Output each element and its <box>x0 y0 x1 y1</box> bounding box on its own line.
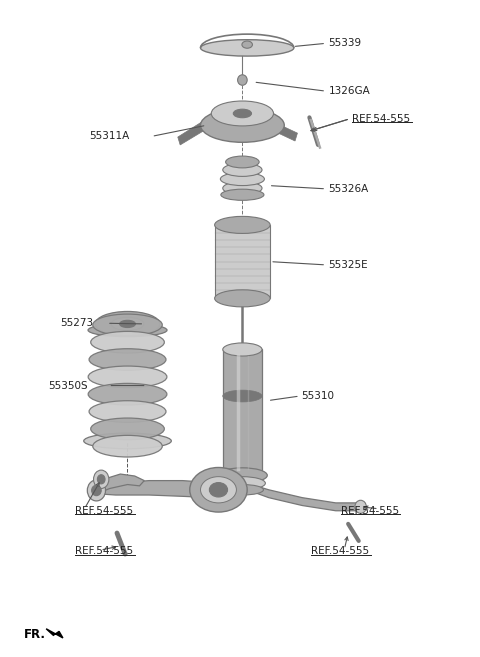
Ellipse shape <box>226 156 259 168</box>
Ellipse shape <box>215 290 270 307</box>
Text: 55310: 55310 <box>301 391 334 401</box>
Ellipse shape <box>223 164 262 176</box>
Text: 55325E: 55325E <box>328 260 368 270</box>
Ellipse shape <box>355 500 366 513</box>
Polygon shape <box>46 629 63 638</box>
Polygon shape <box>247 484 360 510</box>
Ellipse shape <box>190 468 247 512</box>
Polygon shape <box>215 225 270 298</box>
Text: REF.54-555: REF.54-555 <box>340 506 398 516</box>
Text: 1326GA: 1326GA <box>328 86 370 96</box>
Text: REF.54-555: REF.54-555 <box>75 547 133 556</box>
Ellipse shape <box>93 436 162 457</box>
Text: REF.54-555: REF.54-555 <box>75 506 133 516</box>
Polygon shape <box>96 474 144 493</box>
Ellipse shape <box>95 311 160 336</box>
Ellipse shape <box>211 101 274 126</box>
Ellipse shape <box>94 470 109 488</box>
Ellipse shape <box>209 483 228 497</box>
Ellipse shape <box>92 485 101 495</box>
Text: REF.54-555: REF.54-555 <box>311 547 369 556</box>
Ellipse shape <box>233 109 252 118</box>
Polygon shape <box>96 481 249 497</box>
Ellipse shape <box>89 401 166 422</box>
Ellipse shape <box>221 189 264 200</box>
Ellipse shape <box>93 314 162 336</box>
Polygon shape <box>178 122 204 145</box>
Ellipse shape <box>223 181 262 194</box>
Ellipse shape <box>242 41 252 48</box>
Ellipse shape <box>91 331 164 353</box>
Ellipse shape <box>201 477 237 503</box>
Ellipse shape <box>89 349 166 371</box>
Text: 55326A: 55326A <box>328 184 369 194</box>
Polygon shape <box>223 350 262 476</box>
Ellipse shape <box>88 384 167 405</box>
Text: REF.54-555: REF.54-555 <box>352 114 410 124</box>
Ellipse shape <box>221 484 264 495</box>
Text: 55350S: 55350S <box>48 380 88 390</box>
Ellipse shape <box>220 173 264 185</box>
Ellipse shape <box>88 324 167 336</box>
Ellipse shape <box>120 321 135 328</box>
Ellipse shape <box>201 108 284 143</box>
Text: FR.: FR. <box>24 627 46 641</box>
Text: 55339: 55339 <box>328 38 361 49</box>
Ellipse shape <box>91 418 164 440</box>
Ellipse shape <box>219 477 265 489</box>
Ellipse shape <box>223 390 262 402</box>
Ellipse shape <box>111 317 144 330</box>
Ellipse shape <box>84 433 171 449</box>
Ellipse shape <box>238 75 247 85</box>
Ellipse shape <box>223 343 262 356</box>
Text: 55311A: 55311A <box>90 131 130 141</box>
Ellipse shape <box>88 366 167 388</box>
Ellipse shape <box>215 216 270 233</box>
Text: 55273: 55273 <box>60 318 93 328</box>
Ellipse shape <box>87 480 106 501</box>
Ellipse shape <box>201 39 294 56</box>
Polygon shape <box>262 118 298 141</box>
Ellipse shape <box>217 468 267 483</box>
Ellipse shape <box>97 475 105 484</box>
